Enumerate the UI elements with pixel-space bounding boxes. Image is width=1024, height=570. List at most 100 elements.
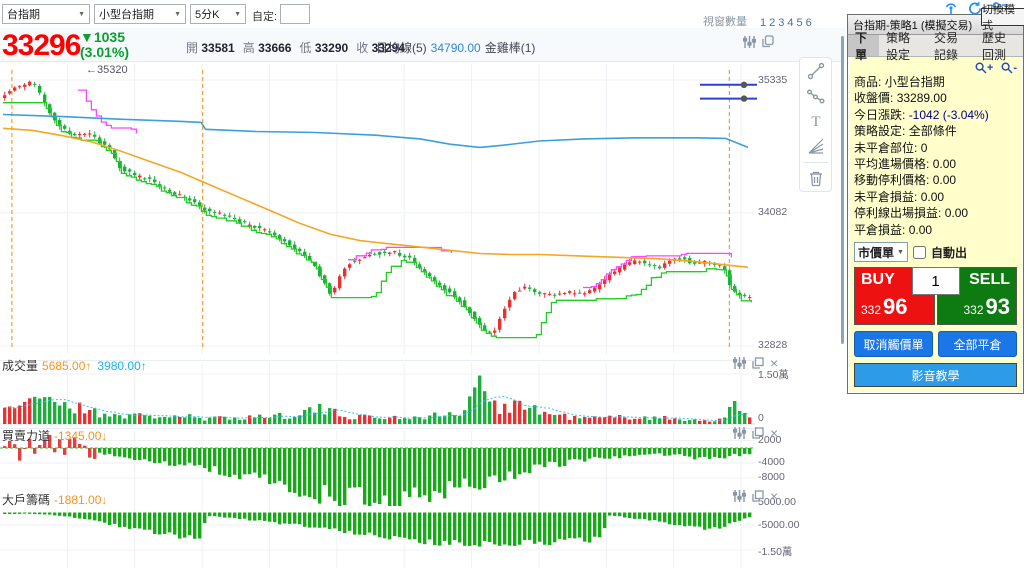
- volume-axis-tick-2: 0: [758, 412, 764, 424]
- refresh-icon[interactable]: [967, 1, 983, 16]
- indicator-settings-icon[interactable]: [733, 427, 746, 439]
- zoom-out-icon[interactable]: -: [1001, 62, 1017, 74]
- power-axis-tick-2: -4000: [758, 456, 785, 468]
- volume-bars-chart[interactable]: [0, 361, 757, 429]
- chips-chart-area[interactable]: [0, 505, 757, 570]
- info-closed-pnl: 平倉損益: 0.00: [854, 222, 933, 237]
- chart-scrollbar[interactable]: [841, 36, 844, 344]
- power-panel-header: 買賣力道 -1345.00↓: [2, 429, 108, 443]
- volume-chart-area[interactable]: [0, 360, 757, 428]
- tab-backtest[interactable]: 歷史回測: [982, 30, 1007, 62]
- order-tab-body: + - 商品: 小型台指期 收盤價: 33289.00 今日漲跌: -1042 …: [848, 57, 1023, 393]
- chevron-down-icon: ▼: [174, 10, 181, 18]
- ohlc-readout: 開 33581 高 33666 低 33290 收 33294: [186, 41, 405, 55]
- info-open-pnl: 未平倉損益: 0.00: [854, 189, 945, 204]
- change-value: ▼1035: [80, 29, 126, 45]
- volume-axis-tick-1: 1.50萬: [758, 369, 789, 381]
- main-axis-tick-1: 35335: [758, 74, 788, 86]
- custom-interval-label: 自定:: [252, 11, 278, 23]
- chips-panel-header: 大戶籌碼 -1881.00↓: [2, 493, 108, 507]
- chips-axis-tick-2: -5000.00: [758, 519, 800, 531]
- trade-panel-title[interactable]: 台指期-策略1 (模擬交易): [848, 15, 1023, 35]
- volume-panel-header: 成交量 5685.00↑ 3980.00↑: [2, 359, 147, 373]
- last-price: 33296: [2, 29, 81, 62]
- interval-select[interactable]: 5分K ▼: [190, 4, 246, 24]
- window-count-5[interactable]: 5: [796, 17, 803, 29]
- svg-text:T: T: [811, 114, 820, 130]
- cancel-trigger-order-button[interactable]: 取消觸價單: [854, 331, 933, 358]
- candlestick-chart[interactable]: [0, 62, 775, 356]
- info-stop-exit-pnl: 停利線出場損益: 0.00: [854, 206, 969, 221]
- indicator-settings-icon[interactable]: [733, 490, 746, 502]
- zoom-in-icon[interactable]: +: [975, 62, 993, 74]
- quantity-input[interactable]: [911, 267, 960, 296]
- trade-panel: 台指期-策略1 (模擬交易) 下單 策略設定 交易記錄 歷史回測 + - 商品:…: [847, 14, 1024, 395]
- close-panel-icon[interactable]: ×: [770, 425, 779, 441]
- main-axis-tick-2: 34082: [758, 206, 788, 218]
- window-count-2[interactable]: 2: [769, 17, 776, 29]
- indicator-settings-icon[interactable]: [743, 35, 756, 48]
- chart-header: 33296 ▼1035 (3.01%) 開 33581 高 33666 低 3329…: [0, 28, 845, 62]
- price-annotation: ←35320: [86, 64, 128, 76]
- auto-exit-checkbox[interactable]: [912, 245, 926, 259]
- trendline-tool-icon[interactable]: [807, 62, 825, 80]
- indicator-readout: 日均線(5) 34790.00 金雞棒(1): [376, 39, 535, 56]
- touch-pointer-icon[interactable]: [943, 1, 959, 16]
- ma-indicator-value: 34790.00: [430, 41, 481, 55]
- bar-indicator-label: 金雞棒(1): [484, 41, 536, 55]
- info-product: 商品: 小型台指期: [854, 75, 945, 89]
- main-chart-area[interactable]: [0, 62, 775, 356]
- chips-axis-tick-1: 5000.00: [758, 496, 796, 508]
- buy-sell-area: BUY 33296 SELL 33293: [854, 267, 1017, 326]
- power-axis-tick-3: -8000: [758, 471, 785, 483]
- power-chart-area[interactable]: [0, 428, 757, 508]
- info-close-price: 收盤價: 33289.00: [854, 91, 947, 106]
- info-open-position: 未平倉部位: 0: [854, 140, 928, 155]
- window-count-6[interactable]: 6: [805, 17, 812, 29]
- power-axis-tick-1: 2000: [758, 434, 782, 446]
- window-count-3[interactable]: 3: [778, 17, 785, 29]
- auto-exit-label: 自動出: [930, 245, 967, 260]
- close-all-positions-button[interactable]: 全部平倉: [938, 331, 1017, 358]
- main-axis-tick-3: 32828: [758, 339, 788, 351]
- window-count-label: 視窗數量: [703, 16, 747, 28]
- info-avg-entry-price: 平均進場價格: 0.00: [854, 157, 957, 172]
- window-count-1[interactable]: 1: [760, 17, 767, 29]
- chips-bars-chart[interactable]: [0, 505, 757, 570]
- maximize-panel-icon[interactable]: [752, 490, 764, 502]
- copy-chart-icon[interactable]: [762, 35, 774, 48]
- window-count-4[interactable]: 4: [787, 17, 794, 29]
- order-type-select[interactable]: 市價單 ▼: [854, 242, 908, 263]
- switch-mode-button[interactable]: 切換模式: [981, 4, 1024, 32]
- custom-interval-input[interactable]: [280, 4, 310, 24]
- delete-drawing-icon[interactable]: [808, 170, 824, 187]
- price-change: ▼1035 (3.01%): [80, 30, 129, 60]
- buy-button[interactable]: BUY 33296: [854, 267, 935, 326]
- polyline-tool-icon[interactable]: [806, 87, 825, 105]
- text-tool-icon[interactable]: T: [807, 112, 825, 130]
- info-day-change: 今日漲跌: -1042 (-3.04%): [854, 107, 989, 122]
- ma-indicator-label: 日均線(5): [376, 41, 427, 55]
- drawing-toolbar: T: [799, 57, 832, 192]
- indicator-settings-icon[interactable]: [733, 357, 746, 369]
- power-bars-chart[interactable]: [0, 429, 757, 509]
- tab-strategy-settings[interactable]: 策略設定: [886, 30, 911, 62]
- close-panel-icon[interactable]: ×: [770, 488, 779, 504]
- chevron-down-icon: ▼: [78, 10, 85, 18]
- info-trailing-stop-price: 移動停利價格: 0.00: [854, 173, 957, 188]
- maximize-panel-icon[interactable]: [752, 427, 764, 439]
- maximize-panel-icon[interactable]: [752, 357, 764, 369]
- video-tutorial-button[interactable]: 影音教學: [854, 363, 1017, 388]
- change-percent: (3.01%): [80, 44, 130, 60]
- tab-trade-records[interactable]: 交易記錄: [934, 30, 959, 62]
- trade-panel-tabs: 下單 策略設定 交易記錄 歷史回測: [848, 30, 1023, 62]
- fan-lines-tool-icon[interactable]: [807, 137, 825, 155]
- info-strategy-setting: 策略設定: 全部條件: [854, 124, 957, 139]
- tab-order[interactable]: 下單: [848, 31, 879, 62]
- contract-select[interactable]: 小型台指期 ▼: [94, 4, 186, 24]
- chevron-down-icon: ▼: [897, 248, 904, 256]
- symbol-select[interactable]: 台指期 ▼: [2, 4, 90, 24]
- close-panel-icon[interactable]: ×: [770, 355, 779, 371]
- chips-axis-tick-3: -1.50萬: [758, 546, 793, 558]
